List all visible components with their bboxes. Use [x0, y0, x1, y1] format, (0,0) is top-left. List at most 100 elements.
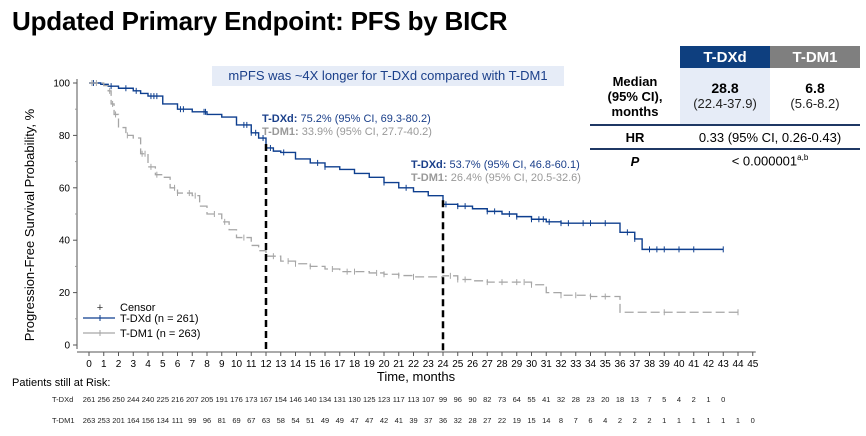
risk-cell: 240	[141, 395, 155, 404]
risk-cell: 225	[156, 395, 169, 404]
x-tick-label: 26	[467, 359, 479, 370]
x-tick-label: 3	[130, 359, 136, 370]
median-tdm1-ci: (5.6-8.2)	[790, 96, 840, 111]
x-axis-label: Time, months	[377, 369, 456, 384]
p-value-cell: < 0.000001a,b	[680, 149, 860, 172]
annot-12-tdm1: T-DM1: 33.9% (95% CI, 27.7-40.2)	[262, 126, 432, 138]
risk-cell: 96	[453, 395, 462, 404]
risk-cell: 58	[276, 416, 285, 425]
y-tick-label: 40	[59, 236, 71, 247]
risk-cell: 32	[453, 416, 462, 425]
risk-cell: 37	[424, 416, 433, 425]
hr-label: HR	[590, 124, 680, 150]
risk-cell: 164	[126, 416, 140, 425]
legend-label-tdxd: T-DXd (n = 261)	[120, 313, 199, 325]
risk-cell: 39	[409, 416, 418, 425]
x-tick-label: 17	[334, 359, 346, 370]
x-tick-label: 1	[101, 359, 107, 370]
annot-24-tdxd: T-DXd: 53.7% (95% CI, 46.8-60.1)	[411, 159, 580, 171]
x-tick-label: 7	[189, 359, 195, 370]
x-tick-label: 15	[305, 359, 317, 370]
x-tick-label: 0	[86, 359, 92, 370]
x-tick-label: 40	[673, 359, 685, 370]
risk-cell: 216	[171, 395, 184, 404]
median-label-line: months	[611, 103, 659, 119]
stats-header-tdm1: T-DM1	[770, 46, 860, 68]
x-tick-label: 6	[175, 359, 181, 370]
risk-cell: 117	[392, 395, 405, 404]
risk-cell: 130	[348, 395, 361, 404]
risk-cell: 140	[303, 395, 317, 404]
x-tick-label: 16	[319, 359, 331, 370]
p-superscript: a,b	[797, 153, 809, 163]
risk-cell: 4	[603, 416, 608, 425]
median-label: Median (95% CI), months	[590, 68, 680, 125]
x-tick-label: 36	[614, 359, 626, 370]
risk-cell: 28	[571, 395, 580, 404]
risk-cell: 13	[630, 395, 639, 404]
risk-cell: 256	[97, 395, 110, 404]
risk-cell: 51	[306, 416, 315, 425]
y-axis-label: Progression-Free Survival Probability, %	[22, 108, 37, 341]
risk-cell: 191	[215, 395, 228, 404]
risk-cell: 123	[377, 395, 391, 404]
x-tick-label: 22	[408, 359, 420, 370]
risk-cell: 73	[497, 395, 507, 404]
risk-cell: 4	[676, 395, 682, 404]
risk-cell: 1	[721, 416, 726, 425]
x-tick-label: 30	[526, 359, 538, 370]
risk-cell: 7	[573, 416, 578, 425]
risk-cell: 1	[662, 416, 667, 425]
x-tick-label: 14	[290, 359, 302, 370]
risk-cell: 2	[632, 416, 637, 425]
risk-cell: 41	[542, 395, 551, 404]
risk-cell: 81	[217, 416, 226, 425]
x-tick-label: 38	[644, 359, 656, 370]
x-tick-label: 27	[482, 359, 494, 370]
x-tick-label: 31	[541, 359, 553, 370]
risk-cell: 41	[394, 416, 403, 425]
risk-cell: 1	[706, 395, 711, 404]
risk-cell: 23	[586, 395, 595, 404]
x-tick-label: 34	[585, 359, 597, 370]
risk-cell: 96	[202, 416, 212, 425]
risk-cell: 0	[721, 395, 726, 404]
legend-censor-icon: +	[97, 302, 103, 314]
x-tick-label: 41	[688, 359, 700, 370]
legend-censor-label: Censor	[120, 302, 156, 314]
risk-cell: 261	[82, 395, 96, 404]
annot-12-tdxd-label: T-DXd:	[262, 113, 297, 125]
risk-cell: 90	[468, 395, 477, 404]
risk-cell: 6	[588, 416, 593, 425]
risk-cell: 253	[97, 416, 110, 425]
risk-cell: 1	[706, 416, 711, 425]
y-tick-label: 80	[59, 131, 71, 142]
risk-cell: 15	[527, 416, 536, 425]
risk-cell: 20	[601, 395, 610, 404]
risk-row-label: T-DXd	[52, 395, 74, 404]
y-tick-label: 60	[59, 183, 71, 194]
risk-cell: 250	[112, 395, 125, 404]
p-value: < 0.000001	[731, 153, 798, 169]
annot-12-tdxd-text: 75.2% (95% CI, 69.3-80.2)	[297, 113, 430, 125]
risk-cell: 7	[647, 395, 652, 404]
mpfs-callout: mPFS was ~4X longer for T-DXd compared w…	[212, 66, 564, 86]
annot-12-tdxd: T-DXd: 75.2% (95% CI, 69.3-80.2)	[262, 113, 431, 125]
risk-cell: 55	[527, 395, 536, 404]
annot-24-tdm1-text: 26.4% (95% CI, 20.5-32.6)	[448, 172, 581, 184]
annot-24-tdm1: T-DM1: 26.4% (95% CI, 20.5-32.6)	[411, 172, 581, 184]
risk-cell: 131	[333, 395, 346, 404]
risk-cell: 27	[483, 416, 492, 425]
median-label-line: Median	[612, 73, 658, 89]
risk-cell: 47	[365, 416, 374, 425]
x-tick-label: 45	[747, 359, 759, 370]
risk-cell: 1	[676, 416, 682, 425]
stats-corner	[590, 46, 680, 68]
risk-cell: 2	[647, 416, 652, 425]
x-tick-label: 11	[246, 359, 257, 370]
risk-cell: 69	[232, 416, 241, 425]
risk-cell: 134	[156, 416, 169, 425]
median-tdm1: 6.8 (5.6-8.2)	[770, 68, 860, 125]
annot-24-tdm1-label: T-DM1:	[411, 172, 448, 184]
risk-cell: 22	[497, 416, 507, 425]
